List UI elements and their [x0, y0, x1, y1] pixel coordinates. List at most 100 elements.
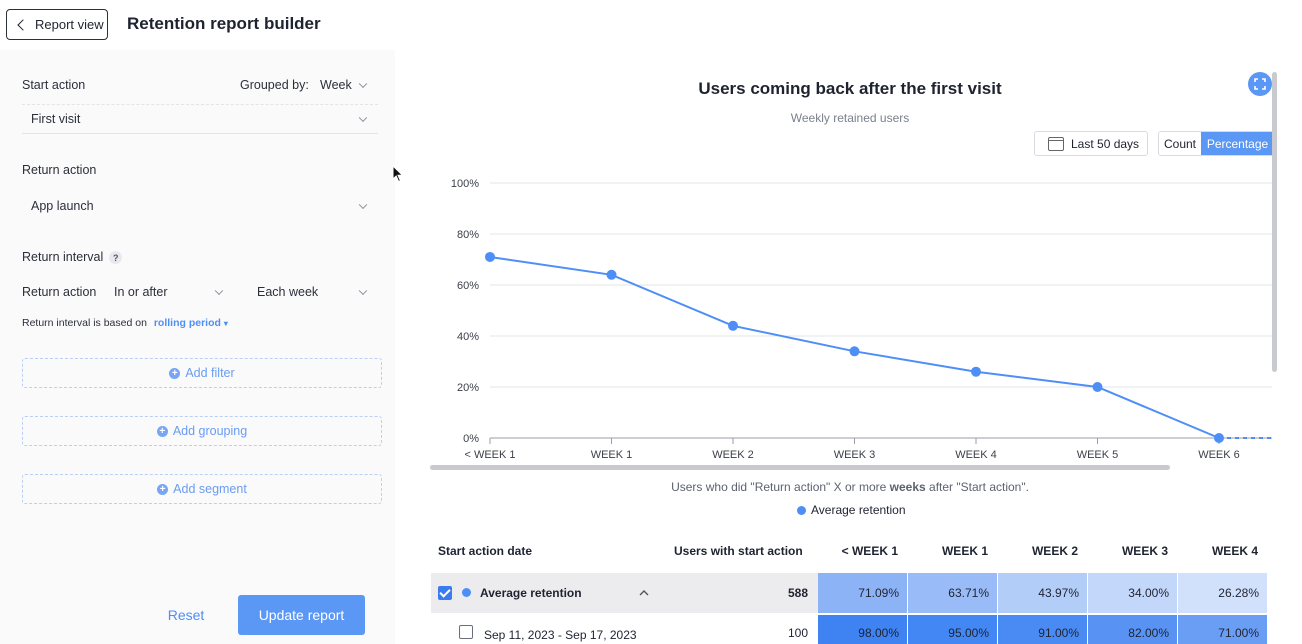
- count-toggle-option[interactable]: Count: [1159, 132, 1201, 155]
- add-grouping-button[interactable]: + Add grouping: [22, 416, 382, 446]
- back-to-report-view-button[interactable]: Report view: [6, 9, 108, 40]
- chart-title: Users coming back after the first visit: [698, 79, 1002, 98]
- data-point: [971, 366, 981, 377]
- interval-basis-label: Return interval is based on: [22, 317, 147, 329]
- add-segment-button[interactable]: + Add segment: [22, 474, 382, 504]
- avg-cell-week3: 34.00%: [1088, 573, 1177, 613]
- avg-cell-week2: 43.97%: [998, 573, 1087, 613]
- chart-caption-pre: Users who did "Return action" X or more: [671, 480, 890, 494]
- reset-button[interactable]: Reset: [167, 607, 205, 623]
- legend-label: Average retention: [811, 503, 906, 517]
- return-condition-select[interactable]: In or after: [106, 279, 234, 305]
- count-percentage-toggle: Count Percentage: [1158, 131, 1275, 156]
- start-action-label: Start action: [22, 78, 86, 92]
- row-cell-week1: 95.00%: [908, 615, 997, 644]
- data-point: [485, 251, 495, 262]
- row-date-range: Sep 11, 2023 - Sep 17, 2023: [484, 628, 637, 642]
- report-builder-panel: [0, 50, 395, 644]
- retention-line-chart: 0% 20% 40% 60% 80% 100% < WEEK 1 WEEK 1 WEEK 2 WE…: [451, 178, 1272, 461]
- table-header-week1: WEEK 1: [941, 544, 988, 558]
- date-range-label: Last 50 days: [1071, 136, 1140, 151]
- x-tick-label: WEEK 1: [591, 449, 633, 461]
- chevron-down-icon: ▾: [223, 319, 228, 328]
- data-point: [728, 320, 738, 331]
- grouped-by-label: Grouped by:: [240, 78, 309, 92]
- return-frequency-select[interactable]: Each week: [249, 279, 378, 305]
- x-tick-label: < WEEK 1: [464, 449, 515, 461]
- chart-legend[interactable]: Average retention: [797, 503, 906, 517]
- mouse-cursor-icon: [392, 165, 404, 183]
- help-icon[interactable]: ?: [109, 251, 123, 265]
- avg-cell-week-lt1: 71.09%: [818, 573, 907, 613]
- plus-circle-icon: +: [169, 367, 181, 379]
- return-interval-label: Return interval: [22, 250, 104, 264]
- data-point: [1214, 433, 1224, 443]
- chart-caption: Users who did "Return action" X or more …: [600, 480, 1100, 494]
- return-action-select[interactable]: App launch: [22, 191, 378, 221]
- chevron-left-icon: [17, 18, 29, 31]
- x-tick-label: WEEK 6: [1198, 449, 1240, 461]
- grouped-by-value: Week: [320, 78, 352, 92]
- table-header-week-lt1: < WEEK 1: [841, 544, 898, 558]
- chevron-down-icon: [358, 79, 368, 89]
- return-condition-value: In or after: [114, 285, 168, 299]
- update-report-button[interactable]: Update report: [238, 595, 365, 635]
- vertical-scrollbar[interactable]: [1272, 72, 1277, 372]
- start-action-select[interactable]: First visit: [22, 104, 378, 134]
- interval-basis-row: Return interval is based on rolling peri…: [22, 317, 228, 329]
- back-button-label: Report view: [35, 17, 104, 32]
- chevron-up-icon[interactable]: [638, 587, 650, 599]
- x-tick-label: WEEK 5: [1077, 449, 1119, 461]
- add-filter-label: Add filter: [185, 366, 235, 380]
- percentage-toggle-option[interactable]: Percentage: [1201, 132, 1274, 155]
- table-header-start-action-date: Start action date: [438, 544, 533, 558]
- data-point: [606, 269, 617, 280]
- calendar-icon: [1048, 136, 1064, 151]
- row-checkbox[interactable]: [459, 625, 473, 639]
- table-header-week4: WEEK 4: [1211, 544, 1258, 558]
- avg-cell-week4: 26.28%: [1178, 573, 1267, 613]
- y-tick-label: 80%: [457, 229, 479, 241]
- average-retention-row[interactable]: [431, 573, 818, 613]
- average-users-count: 588: [787, 586, 808, 600]
- return-action-label: Return action: [22, 163, 97, 177]
- table-header-week3: WEEK 3: [1121, 544, 1168, 558]
- plus-circle-icon: +: [157, 483, 169, 495]
- x-tick-label: WEEK 2: [712, 449, 754, 461]
- return-frequency-value: Each week: [257, 285, 319, 299]
- row-users-count: 100: [787, 626, 808, 640]
- plus-circle-icon: +: [156, 425, 168, 437]
- chevron-down-icon: [358, 286, 368, 296]
- chart-subtitle: Weekly retained users: [790, 111, 910, 125]
- chevron-down-icon: [358, 113, 368, 123]
- return-interval-heading: Return interval?: [22, 250, 123, 265]
- rolling-period-dropdown[interactable]: rolling period ▾: [154, 317, 228, 329]
- chevron-down-icon: [358, 200, 368, 210]
- start-action-value: First visit: [31, 112, 81, 126]
- average-retention-checkbox[interactable]: [438, 586, 452, 600]
- add-filter-button[interactable]: + Add filter: [22, 358, 382, 388]
- row-cell-week2: 91.00%: [998, 615, 1087, 644]
- row-cell-week3: 82.00%: [1088, 615, 1177, 644]
- chart-caption-unit: weeks: [889, 480, 926, 494]
- avg-cell-week1: 63.71%: [908, 573, 997, 613]
- grouped-by-select[interactable]: Week: [312, 72, 378, 98]
- horizontal-scrollbar[interactable]: [430, 465, 1170, 470]
- table-header-week2: WEEK 2: [1031, 544, 1078, 558]
- data-point: [849, 346, 860, 357]
- row-cell-week4: 71.00%: [1178, 615, 1267, 644]
- table-header-users: Users with start action: [674, 544, 803, 558]
- chart-caption-post: after "Start action".: [925, 480, 1029, 494]
- series-dot-icon: [462, 588, 471, 597]
- fullscreen-button[interactable]: [1248, 72, 1272, 96]
- x-tick-label: WEEK 4: [955, 449, 997, 461]
- y-tick-label: 20%: [457, 382, 479, 394]
- page-title: Retention report builder: [127, 14, 321, 33]
- return-action-row-label: Return action: [22, 285, 97, 299]
- y-tick-label: 0%: [463, 433, 479, 445]
- table-row[interactable]: [431, 615, 818, 644]
- y-tick-label: 40%: [457, 331, 479, 343]
- x-tick-label: WEEK 3: [834, 449, 876, 461]
- date-range-button[interactable]: Last 50 days: [1034, 131, 1148, 156]
- legend-dot-icon: [797, 505, 806, 515]
